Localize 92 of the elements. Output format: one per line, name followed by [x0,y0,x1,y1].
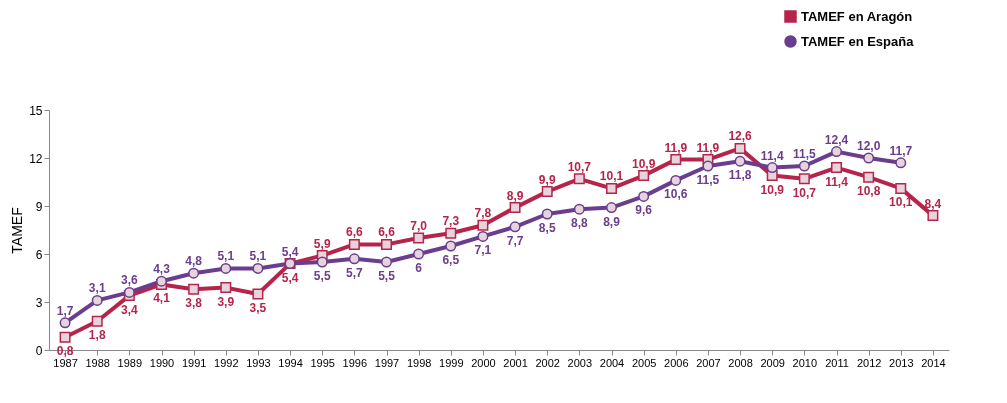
data-label: 5,5 [313,269,331,283]
x-tick-label: 2011 [825,356,849,369]
x-tick-label: 2000 [471,356,496,369]
data-label: 11,9 [664,140,688,155]
x-tick-label: 1999 [439,356,464,369]
x-tick-label: 1987 [53,356,78,369]
x-tick-label: 2006 [664,356,689,369]
y-tick-label: 6 [35,247,43,262]
data-label: 12,4 [824,132,849,147]
data-label: 10,7 [567,159,592,174]
x-tick-label: 1994 [278,356,303,369]
data-label: 6,5 [442,253,460,267]
data-label: 9,9 [538,172,556,187]
y-tick-label: 0 [35,343,43,358]
data-label: 7,8 [474,206,492,221]
data-label: 3,8 [185,296,203,311]
x-tick-label: 1992 [214,356,239,369]
data-label: 7,3 [442,214,460,229]
y-tick-label: 15 [29,103,43,118]
data-label: 3,1 [88,281,106,296]
data-label: 10,9 [631,156,656,171]
data-label: 11,9 [696,140,720,155]
x-tick-label: 2014 [921,356,946,369]
data-label: 11,5 [696,173,720,187]
x-tick-label: 1996 [342,356,368,369]
data-label: 7,1 [474,243,492,258]
data-label: 11,5 [793,147,817,161]
y-tick-label: 9 [35,199,43,214]
data-label: 10,1 [599,169,624,184]
x-tick-label: 1997 [374,356,400,369]
x-tick-label: 1993 [246,356,271,369]
x-tick-label: 2003 [567,356,593,369]
x-tick-label: 1995 [310,356,335,369]
x-tick-label: 2005 [631,356,657,369]
data-label: 10,6 [664,187,688,202]
data-label: 10,9 [760,182,785,197]
data-label: 10,1 [889,195,913,210]
data-label: 5,4 [281,244,299,259]
data-label: 3,9 [217,294,235,309]
x-tick-label: 2010 [792,356,818,369]
x-tick-label: 2007 [696,356,721,369]
data-label: 5,1 [217,249,235,264]
data-label: 8,8 [571,216,589,231]
x-tick-label: 1989 [117,356,143,369]
x-tick-label: 2013 [889,356,914,369]
data-label: 11,4 [825,174,849,189]
data-label: 0,8 [56,344,74,359]
data-label: 5,4 [281,270,299,285]
data-label: 8,5 [538,221,556,235]
data-label: 5,7 [346,265,364,280]
data-label: 3,5 [249,301,267,315]
legend-label: TAMEF en Aragón [801,8,913,24]
data-label: 4,8 [185,254,203,269]
data-label: 11,8 [728,168,752,183]
data-label: 3,4 [121,302,139,317]
data-label: 5,1 [249,249,267,264]
legend-label: TAMEF en España [801,33,915,49]
x-tick-label: 2008 [728,356,753,369]
data-label: 4,1 [153,291,171,306]
data-label: 8,9 [603,214,621,229]
y-axis-title: TAMEF [9,207,26,254]
data-label: 7,7 [506,233,524,248]
data-label: 1,8 [88,328,106,343]
x-tick-label: 2001 [503,356,528,369]
data-label: 12,6 [728,129,753,144]
data-label: 6,6 [346,225,364,240]
data-label: 5,5 [378,269,396,283]
x-tick-label: 1990 [149,356,175,369]
data-label: 10,7 [792,185,817,200]
y-tick-label: 12 [29,151,43,166]
x-tick-label: 1988 [85,356,110,369]
data-label: 8,4 [924,196,942,211]
x-tick-label: 2002 [535,356,560,369]
x-tick-label: 2004 [599,356,625,369]
data-label: 5,9 [313,236,331,251]
x-tick-label: 1991 [181,356,207,369]
data-label: 9,6 [635,203,653,218]
data-label: 8,9 [506,188,524,203]
data-label: 10,8 [856,184,881,199]
x-tick-label: 2009 [760,356,785,369]
data-label: 4,3 [153,262,171,277]
data-label: 1,7 [56,303,74,318]
data-label: 6,6 [378,225,396,240]
data-label: 7,0 [410,219,428,233]
data-label: 11,7 [889,143,913,158]
x-tick-label: 2012 [856,356,882,369]
y-tick-label: 3 [35,295,43,310]
x-tick-label: 1998 [406,356,432,369]
data-label: 11,4 [760,148,784,163]
data-label: 6 [415,261,423,275]
data-label: 12,0 [856,139,881,153]
data-label: 3,6 [121,273,139,288]
